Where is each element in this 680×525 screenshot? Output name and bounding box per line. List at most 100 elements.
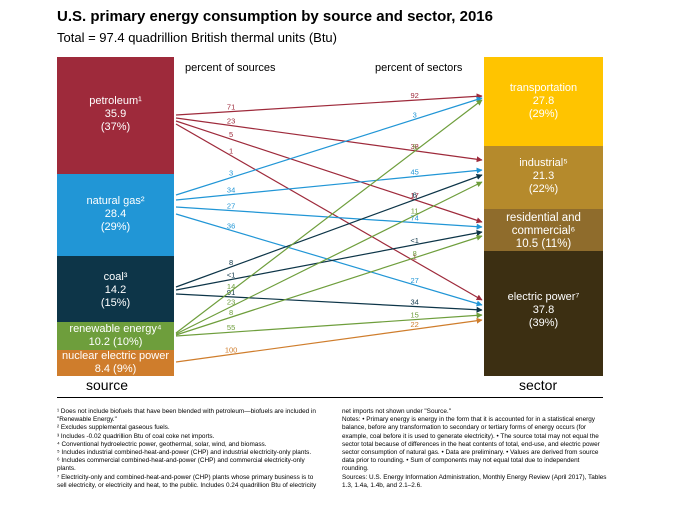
percent-of-sectors-header: percent of sectors — [375, 62, 463, 74]
flow-sector-percent: 6 — [413, 191, 417, 200]
flow-sector-percent: 8 — [413, 249, 417, 258]
flow-source-percent: 55 — [227, 323, 235, 332]
transportation-label: transportation — [509, 82, 578, 94]
footnotes-right-line: Notes: • Primary energy is energy in the… — [342, 416, 596, 424]
source-box-natural-gas: natural gas² 28.4 (29%) — [57, 174, 174, 256]
natural-gas-label: natural gas² — [86, 195, 145, 207]
footnotes-left-line: ⁵ Includes industrial combined-heat-and-… — [57, 449, 312, 457]
footnotes-left-line: ³ Includes -0.02 quadrillion Btu of coal… — [57, 432, 215, 440]
divider — [57, 397, 603, 398]
flow-coal-to-industrial — [175, 174, 483, 288]
footnotes-left-line: ⁷ Electricity-only and combined-heat-and… — [57, 473, 314, 481]
footnotes-left-line: ⁶ Includes commercial combined-heat-and-… — [57, 457, 305, 465]
footnotes-left-line: "Renewable Energy." — [57, 416, 117, 424]
petroleum-value: 35.9 — [104, 108, 127, 120]
flow-sector-percent: 11 — [411, 206, 419, 215]
flow-sector-percent: 45 — [411, 168, 419, 177]
flow-natural-gas-to-industrial — [175, 167, 483, 201]
flow-source-percent: 1 — [229, 147, 233, 156]
page-subtitle: Total = 97.4 quadrillion British thermal… — [57, 30, 337, 45]
electric-power-value: 37.8 — [532, 304, 555, 316]
flow-source-percent: <1 — [227, 271, 236, 280]
flow-source-percent: 27 — [227, 202, 235, 211]
flow-source-percent: 3 — [229, 169, 233, 178]
flow-coal-to-electric — [175, 293, 483, 313]
flow-coal-to-residential — [175, 230, 483, 291]
flow-source-percent: 23 — [227, 117, 235, 126]
footnotes-left-line: ⁴ Conventional hydroelectric power, geot… — [57, 440, 267, 448]
flow-renewable-to-transportation — [175, 99, 483, 334]
page-title: U.S. primary energy consumption by sourc… — [57, 8, 493, 25]
flow-sector-percent: 34 — [411, 297, 419, 306]
footnotes-right-line: sector consumption of natural gas. • Dat… — [342, 449, 599, 457]
flow-sector-percent: 22 — [411, 320, 419, 329]
flow-source-percent: 100 — [225, 345, 238, 354]
industrial-value: 21.3 — [532, 170, 555, 182]
renewable-value: 10.2 (10%) — [88, 336, 143, 348]
flow-source-percent: 71 — [227, 103, 235, 112]
coal-value: 14.2 — [104, 284, 127, 296]
petroleum-percent: (37%) — [100, 121, 131, 133]
nuclear-value: 8.4 (9%) — [94, 363, 137, 375]
footnotes-left-line: ¹ Does not include biofuels that have be… — [57, 408, 316, 415]
source-box-petroleum: petroleum¹ 35.9 (37%) — [57, 57, 174, 174]
flow-source-percent: 34 — [227, 186, 235, 195]
flow-sector-percent: 5 — [413, 142, 417, 151]
flow-renewable-to-electric — [175, 312, 483, 337]
source-axis-label: source — [86, 377, 129, 393]
flow-renewable-to-residential — [175, 234, 483, 336]
footnotes-right-line: rounding. — [342, 465, 369, 473]
flow-source-percent: 8 — [229, 258, 233, 267]
flow-sector-percent: <1 — [410, 236, 419, 245]
footnotes-left-line: sell electricity, or electricity and hea… — [57, 481, 317, 489]
flow-sector-percent: 17 — [411, 191, 419, 200]
source-box-nuclear: nuclear electric power 8.4 (9%) — [57, 350, 174, 376]
residential-label-line1: residential and — [506, 212, 581, 224]
electric-power-label: electric power⁷ — [507, 291, 580, 303]
flow-petroleum-to-residential — [175, 120, 483, 224]
flow-sector-percent: 92 — [411, 91, 419, 100]
source-box-renewable: renewable energy⁴ 10.2 (10%) — [57, 322, 174, 350]
coal-label: coal³ — [103, 271, 128, 283]
flow-sector-percent: 1 — [413, 252, 417, 261]
flow-sector-percent: 27 — [411, 276, 419, 285]
natural-gas-value: 28.4 — [104, 208, 127, 220]
source-box-coal: coal³ 14.2 (15%) — [57, 256, 174, 322]
footnotes-right-line: 1.3, 1.4a, 1.4b, and 2.1–2.6. — [342, 481, 422, 489]
industrial-label: industrial⁵ — [519, 157, 568, 169]
flow-source-percent: 91 — [227, 288, 235, 297]
renewable-label: renewable energy⁴ — [69, 323, 162, 335]
flow-petroleum-to-industrial — [175, 117, 483, 163]
sector-box-residential-commercial: residential and commercial⁶ 10.5 (11%) — [484, 209, 603, 251]
flow-sector-percent: 15 — [411, 311, 419, 320]
electric-power-percent: (39%) — [528, 317, 559, 329]
flow-source-percent: 23 — [227, 298, 235, 307]
flow-sector-percent: 38 — [411, 142, 419, 151]
percent-of-sources-header: percent of sources — [185, 62, 276, 74]
footnotes-left: ¹ Does not include biofuels that have be… — [57, 408, 342, 490]
footnotes-right-line: Sources: U.S. Energy Information Adminis… — [342, 473, 607, 481]
natural-gas-percent: (29%) — [100, 221, 131, 233]
transportation-percent: (29%) — [528, 108, 559, 120]
footnotes-left-line: ² Excludes supplemental gaseous fuels. — [57, 424, 170, 432]
footnotes-right-line: data prior to rounding. • Sum of compone… — [342, 457, 580, 465]
nuclear-label: nuclear electric power — [62, 350, 169, 362]
footnotes-right-line: balance, before any transformation to se… — [342, 424, 587, 432]
flow-natural-gas-to-transportation — [175, 96, 483, 196]
flow-source-percent: 8 — [229, 308, 233, 317]
footnotes-left-line: plants. — [57, 465, 76, 473]
footnotes-right-line: net imports not shown under "Source." — [342, 408, 451, 415]
footnotes-right-line: sector total because of differences in t… — [342, 440, 600, 448]
sector-axis-label: sector — [519, 377, 558, 393]
residential-value: 10.5 (11%) — [515, 238, 572, 250]
residential-label-line2: commercial⁶ — [511, 225, 576, 237]
coal-percent: (15%) — [100, 297, 131, 309]
flow-sector-percent: 74 — [411, 214, 419, 223]
flow-source-percent: 5 — [229, 130, 233, 139]
flow-source-percent: 14 — [227, 282, 235, 291]
sector-box-industrial: industrial⁵ 21.3 (22%) — [484, 146, 603, 209]
flow-petroleum-to-electric — [175, 123, 483, 301]
flow-sector-percent: 3 — [413, 110, 417, 119]
flow-source-percent: 36 — [227, 221, 235, 230]
